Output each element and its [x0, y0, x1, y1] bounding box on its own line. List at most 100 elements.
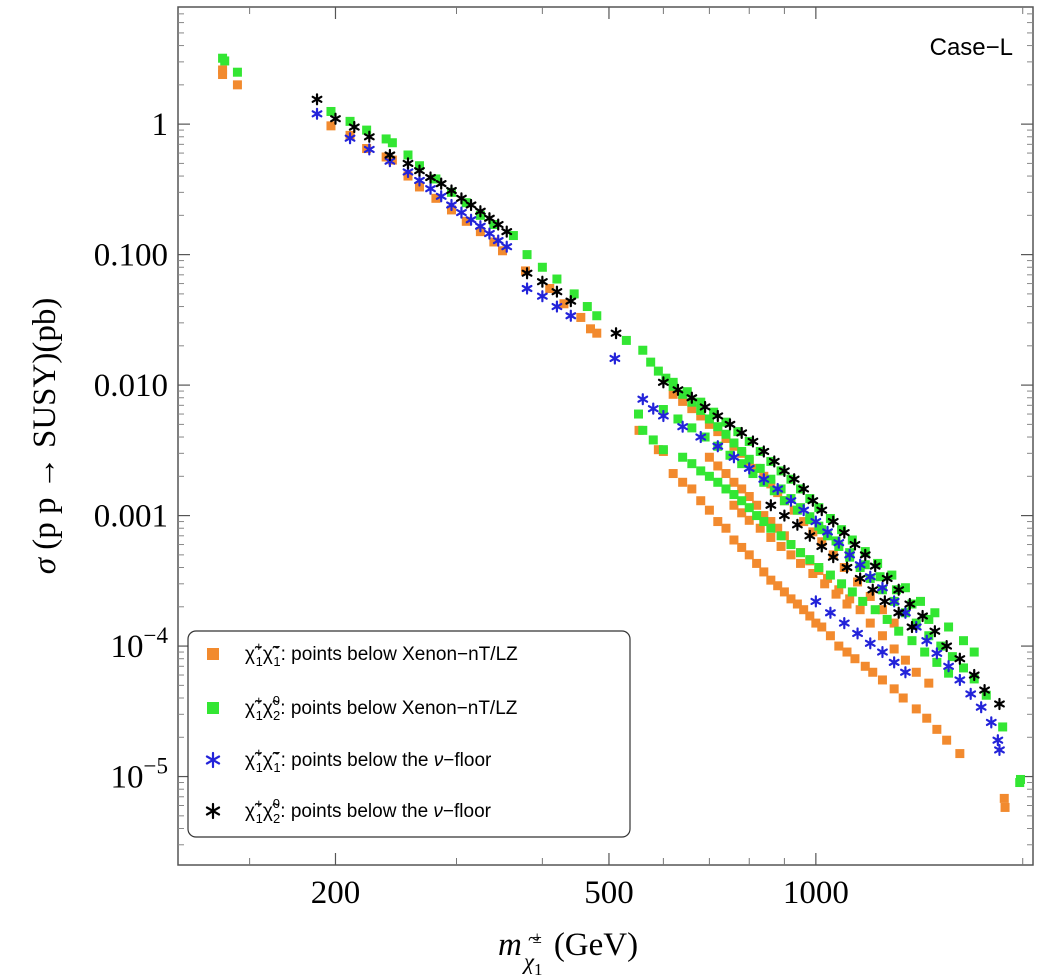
- data-point: [805, 611, 815, 621]
- data-point: [776, 541, 786, 551]
- data-point: [924, 631, 934, 641]
- data-point: [446, 198, 457, 212]
- data-point: [402, 157, 414, 170]
- data-point: [456, 192, 467, 205]
- data-point: [657, 376, 669, 389]
- data-point: [877, 675, 887, 685]
- data-point: [816, 504, 828, 517]
- data-point: [1000, 802, 1010, 812]
- data-point: [736, 426, 748, 440]
- data-point: [776, 466, 786, 476]
- data-point: [776, 484, 786, 494]
- data-point: [766, 575, 776, 585]
- data-point: [858, 596, 868, 606]
- data-point: [844, 548, 856, 561]
- data-point: [446, 184, 457, 197]
- data-point: [906, 620, 918, 634]
- data-point: [786, 540, 796, 550]
- data-point: [864, 637, 876, 650]
- data-point: [766, 479, 776, 489]
- data-point: [766, 523, 776, 533]
- data-point: [713, 427, 723, 437]
- data-point: [729, 535, 739, 545]
- data-point: [808, 527, 818, 537]
- data-point: [817, 622, 827, 632]
- data-point: [879, 595, 891, 608]
- data-point: [943, 660, 955, 673]
- data-point: [668, 469, 678, 479]
- data-point: [847, 535, 857, 545]
- series-3: [311, 107, 1005, 757]
- data-point: [881, 572, 893, 585]
- y-axis-title: σ (p p → SUSY)(pb): [27, 298, 63, 575]
- data-point: [979, 683, 991, 697]
- data-point: [704, 505, 714, 515]
- data-point: [677, 420, 689, 433]
- data-point: [435, 190, 447, 203]
- data-point: [492, 234, 504, 247]
- data-point: [864, 570, 876, 583]
- data-point: [811, 618, 821, 628]
- data-point: [893, 606, 905, 619]
- data-point: [807, 494, 819, 507]
- data-point: [792, 599, 802, 609]
- data-point: [713, 517, 723, 527]
- data-point: [922, 713, 932, 723]
- data-point: [865, 618, 875, 628]
- data-point: [713, 477, 723, 487]
- data-point: [687, 484, 697, 494]
- data-point: [889, 684, 899, 694]
- data-point: [435, 177, 447, 190]
- data-point: [827, 551, 839, 564]
- data-point: [894, 626, 904, 636]
- data-point: [930, 608, 940, 618]
- data-point: [924, 614, 934, 624]
- data-point: [773, 581, 783, 591]
- data-point: [687, 423, 697, 433]
- data-point: [744, 550, 754, 560]
- data-point: [520, 266, 530, 276]
- data-point: [414, 174, 425, 187]
- data-point: [522, 250, 532, 260]
- y-tick-label: 0.001: [94, 499, 168, 535]
- data-point: [755, 463, 765, 473]
- data-point: [877, 605, 887, 615]
- data-point: [814, 563, 824, 573]
- data-point: [834, 641, 844, 651]
- data-point: [362, 125, 372, 135]
- data-point: [737, 542, 747, 552]
- legend-label: χ̃+ 1χ̃− 1: points below the ν−floor: [245, 745, 492, 775]
- data-point: [585, 324, 595, 334]
- data-point: [638, 425, 648, 435]
- data-point: [687, 459, 697, 469]
- data-point: [381, 134, 391, 144]
- data-point: [847, 587, 857, 597]
- data-point: [810, 515, 822, 528]
- data-point: [363, 130, 375, 143]
- data-point: [921, 634, 933, 647]
- data-point: [808, 568, 818, 578]
- data-point: [827, 515, 839, 528]
- data-point: [805, 555, 815, 565]
- data-point: [465, 213, 477, 226]
- data-point: [772, 482, 784, 496]
- data-point: [786, 550, 796, 560]
- data-point: [220, 56, 230, 66]
- data-point: [898, 693, 908, 703]
- series-2: [218, 53, 1025, 788]
- data-point: [899, 666, 911, 679]
- data-point: [565, 295, 577, 308]
- data-point: [537, 262, 547, 272]
- data-point: [699, 400, 711, 414]
- data-point: [326, 106, 336, 116]
- x-axis-title-text: mχ1± (GeV): [498, 927, 638, 978]
- data-point: [954, 673, 966, 687]
- data-point: [363, 143, 375, 156]
- data-point: [592, 328, 602, 338]
- data-point: [852, 627, 863, 640]
- data-point: [521, 282, 533, 295]
- data-point: [678, 396, 688, 406]
- data-point: [758, 473, 770, 486]
- data-point: [855, 605, 865, 615]
- data-point: [569, 289, 579, 299]
